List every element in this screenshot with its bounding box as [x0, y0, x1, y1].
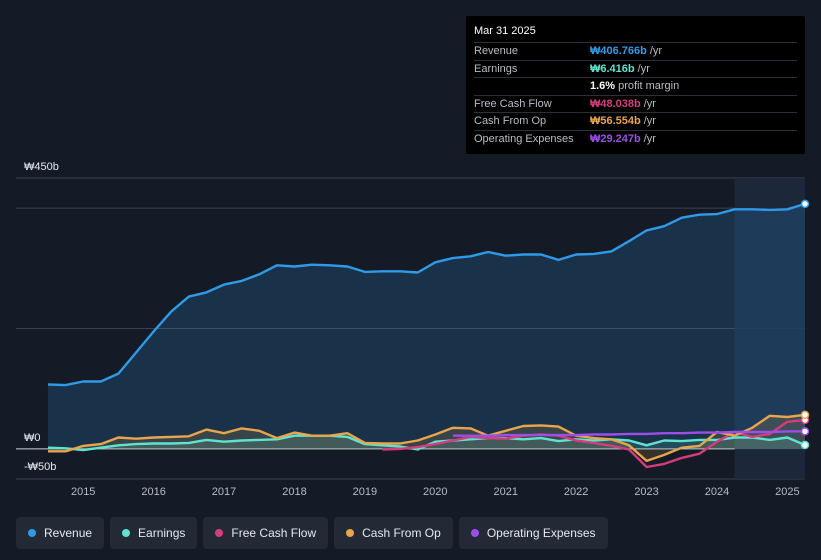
legend-dot-icon	[346, 529, 355, 537]
tooltip-row-label: Cash From Op	[474, 115, 547, 127]
tooltip-panel: Mar 31 2025 Revenue ₩406.766b/yr Earnings ₩…	[466, 16, 805, 154]
tooltip-row-unit: profit margin	[618, 80, 680, 92]
tooltip-row: Free Cash Flow ₩48.038b/yr	[474, 94, 797, 113]
revenue-line	[47, 202, 806, 387]
cash-from-op-end-marker	[800, 410, 810, 420]
x-axis-labels: 2015 2016 2017 2018 2019 2020 2021 2022 2023 2024…	[71, 486, 800, 498]
y-label-top: ₩450b	[24, 161, 59, 173]
legend-item-earnings[interactable]: Earnings	[110, 517, 198, 549]
end-markers	[800, 199, 810, 450]
operating-expenses-line	[452, 430, 806, 437]
y-label-bottom: -₩50b	[24, 461, 56, 473]
legend-dot-icon	[215, 529, 224, 537]
legend-item-revenue[interactable]: Revenue	[16, 517, 105, 549]
series-lines	[47, 202, 806, 469]
x-tick-label: 2021	[493, 486, 517, 498]
x-tick-label: 2020	[423, 486, 447, 498]
legend: Revenue Earnings Free Cash Flow Cash From O…	[16, 517, 608, 549]
legend-label: Earnings	[138, 526, 186, 540]
tooltip-row-value: ₩56.554b	[590, 115, 641, 127]
legend-dot-icon	[122, 529, 131, 537]
tooltip-row-value: ₩406.766b	[590, 45, 647, 57]
tooltip-row-label: Free Cash Flow	[474, 97, 552, 110]
tooltip-row-value: 1.6%	[590, 80, 616, 92]
forecast-region	[734, 178, 805, 479]
tooltip-row-unit: /yr	[643, 115, 656, 127]
legend-label: Cash From Op	[362, 526, 441, 540]
tooltip-row-unit: /yr	[643, 97, 656, 110]
legend-label: Revenue	[44, 526, 93, 540]
tooltip-row: Operating Expenses ₩29.247b/yr	[474, 129, 797, 148]
legend-item-operating-expenses[interactable]: Operating Expenses	[458, 517, 608, 549]
x-tick-label: 2017	[212, 486, 236, 498]
chart-canvas: ₩450b ₩0 -₩50b 2015 2016 2017 2018 2019 2020 202…	[16, 161, 810, 498]
y-axis-labels: ₩450b ₩0 -₩50b	[24, 161, 59, 473]
tooltip-row-value: ₩48.038b	[590, 97, 641, 110]
legend-label: Free Cash Flow	[231, 526, 317, 540]
tooltip-date: Mar 31 2025	[474, 25, 536, 37]
x-tick-label: 2022	[564, 486, 588, 498]
tooltip-row-label: Revenue	[474, 45, 519, 57]
tooltip-row: 1.6% profit margin	[474, 77, 797, 95]
grid-lines	[16, 177, 805, 480]
tooltip-row: Earnings ₩6.416b/yr	[474, 59, 797, 78]
tooltip-row-value: ₩29.247b	[590, 132, 641, 145]
series-fills	[48, 203, 805, 461]
tooltip-row-unit: /yr	[637, 62, 650, 75]
x-tick-label: 2016	[141, 486, 165, 498]
tooltip-row-value: ₩6.416b	[590, 62, 635, 75]
x-tick-label: 2023	[634, 486, 658, 498]
operating-expenses-end-marker	[800, 427, 810, 436]
cash-from-op-line	[48, 413, 806, 463]
x-tick-label: 2024	[705, 486, 729, 498]
y-label-zero: ₩0	[24, 432, 41, 444]
legend-dot-icon	[470, 529, 479, 537]
tooltip-row-label	[474, 78, 590, 95]
tooltip-row: Revenue ₩406.766b/yr	[474, 42, 797, 60]
legend-item-cash-from-op[interactable]: Cash From Op	[334, 517, 453, 549]
x-tick-label: 2019	[353, 486, 377, 498]
tooltip-row-unit: /yr	[643, 132, 656, 145]
revenue-end-marker	[800, 199, 810, 209]
tooltip-row-unit: /yr	[649, 45, 663, 57]
tooltip-row-label: Earnings	[474, 62, 518, 75]
x-tick-label: 2025	[775, 486, 799, 498]
legend-item-free-cash-flow[interactable]: Free Cash Flow	[203, 517, 329, 549]
tooltip-row: Cash From Op ₩56.554b/yr	[474, 112, 797, 130]
legend-label: Operating Expenses	[486, 526, 596, 540]
x-tick-label: 2015	[71, 486, 95, 498]
legend-dot-icon	[28, 529, 36, 537]
x-tick-label: 2018	[282, 486, 306, 498]
revenue-area	[48, 203, 805, 449]
tooltip-row-label: Operating Expenses	[474, 132, 574, 145]
earnings-end-marker	[800, 440, 810, 450]
